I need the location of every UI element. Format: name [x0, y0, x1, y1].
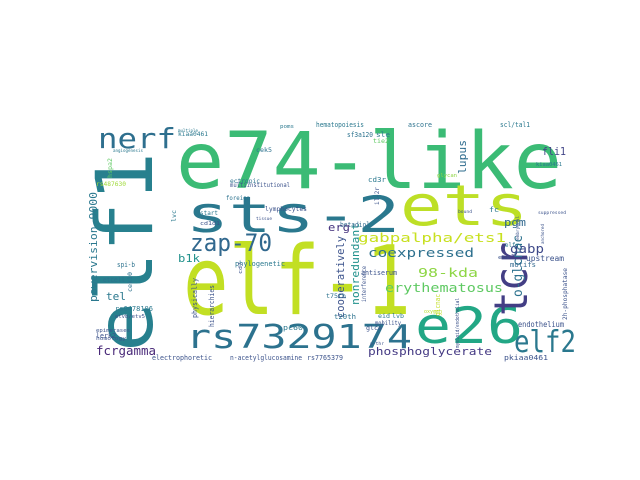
word-2h-phosphatase: 2h-phosphatase [562, 268, 569, 320]
word-tie2: tie2 [373, 138, 389, 145]
word-cd7: cd7 [238, 262, 244, 274]
word-ebs: ebs [498, 255, 510, 261]
word-coexpressed: coexpressed [368, 246, 474, 260]
word-eid: eid [378, 313, 390, 320]
word-oxygen: oxygen [424, 309, 442, 315]
word-ascore: ascore [408, 121, 432, 129]
word-gabp: gabp [510, 242, 544, 256]
word-upstream: upstream [526, 254, 564, 263]
word-glycan: glycan [437, 173, 457, 179]
word-powervision-9000: powervision-9000 [87, 192, 100, 302]
word-elfr: elfr [505, 242, 519, 249]
word-zap-70: zap-70 [190, 229, 272, 257]
word-phosphoglycerate: phosphoglycerate [368, 345, 492, 358]
word-il-2r: il-2r [374, 187, 381, 205]
word-glce: glce [366, 325, 382, 332]
word-sts-2: sts-2 [186, 186, 400, 244]
word-hematopoiesis: hematopoiesis [316, 121, 364, 129]
word-cd1d1: cd1d1 [200, 221, 220, 227]
word-embryonal: embryonal [515, 215, 520, 240]
word-poms: poms [280, 124, 294, 130]
word-hspa2: hspa2 [107, 158, 114, 178]
word-lvb: lvb [392, 313, 404, 320]
word-elf1: elf1 [81, 152, 171, 352]
word-foreign: foreign [226, 195, 250, 202]
word-phylogenetic: phylogenetic [235, 260, 285, 268]
word-sf3a120: sf3a120 [347, 131, 373, 139]
word-nerf: nerf [98, 122, 176, 155]
word-pkiaa0461: pkiaa0461 [504, 354, 548, 362]
word-cloud-canvas [80, 108, 560, 372]
word-cooperatively: cooperatively [334, 236, 347, 318]
word-tel: tel [106, 290, 126, 303]
word-bound: bound [458, 209, 473, 214]
word-rs7329174: rs7329174 [186, 317, 412, 356]
word-motifs: motifs [510, 261, 536, 269]
word-anchored: anchored [540, 223, 545, 244]
word-electrophoretic: electrophoretic [152, 354, 212, 362]
word-interference: interference [361, 266, 368, 302]
word-p-thr: p-thr [370, 341, 385, 346]
word-tcr: tcr [484, 242, 538, 316]
word-pgm: pgm [504, 216, 526, 229]
word-betadiol: betadiol [340, 221, 370, 229]
word-kiaa0461-small: kiaa0461 [536, 162, 562, 168]
word-homology: homology [96, 336, 126, 342]
word-spi-b: spi-b [117, 261, 135, 269]
word-gabpalpha-ets1: gabpalpha/ets1 [358, 231, 506, 245]
word-antiserum: antiserum [361, 269, 397, 277]
word-hierarchies: hierarchies [208, 285, 216, 327]
word-cek5: cek5 [256, 147, 272, 154]
word-lvc: lvc [171, 210, 178, 222]
word-erg: erg [328, 221, 350, 234]
word-sle: sle [376, 131, 390, 139]
word-cek10: cek10 [127, 272, 134, 292]
word-lymphocytes: lymphocytes [265, 206, 307, 213]
word-ectropic: ectropic [230, 178, 260, 185]
word-b1k: b1k [178, 252, 200, 265]
word-multiple: multiple [178, 128, 199, 133]
word-glcnac: glcnac [434, 294, 442, 316]
word-98-kda: 98-kda [418, 266, 478, 280]
word-cd3r: cd3r [368, 176, 386, 184]
word-lerk2: lerk2 [96, 332, 116, 340]
word-n-acetylglucosamine: n-acetylglucosamine [230, 354, 302, 362]
word-e26: e26 [415, 297, 523, 355]
word-epimerases: epimerases [96, 328, 130, 334]
word-start: start [200, 210, 218, 217]
word-lupus: lupus [456, 140, 469, 174]
word-mobility: mobility [375, 320, 401, 327]
word-fcrgamma: fcrgamma [96, 344, 156, 358]
word-t20th: t20th [334, 313, 356, 321]
word-kiaa0461: kiaa0461 [178, 131, 208, 138]
word-fli1: fli1 [542, 145, 566, 158]
word-erythematosus: erythematosus [385, 281, 503, 295]
word-rs7765379: rs7765379 [307, 354, 343, 362]
word-elf-1: elf-1 [183, 227, 411, 337]
word-fc: fc [489, 206, 499, 214]
word-angiogenesis: angiogenesis [113, 148, 144, 153]
word-rs487630: rs487630 [96, 181, 126, 188]
word-physically: physically [191, 278, 199, 318]
word-elf2: elf2 [514, 325, 576, 360]
word-o-glcnac: o-glcnac [511, 235, 526, 297]
word-endothelium: endothelium [518, 320, 564, 329]
word-nonredundant: nonredundant [349, 223, 362, 305]
word-pc60: pc60 [283, 324, 303, 332]
word-e74-like: e74-like [176, 117, 562, 207]
word-suppressed: suppressed [538, 210, 567, 215]
word-ets: ets [400, 174, 528, 239]
word-t75th: t75th [326, 293, 346, 300]
word-etcell: etcell [103, 276, 125, 284]
word-tissue: tissue [256, 216, 273, 221]
word-myeloid-endothelial: myeloid/endothelial [455, 298, 461, 348]
word-multiinstitutional: multiinstitutional [230, 182, 290, 189]
word-etvb-etv5: etvb/etv5 [115, 314, 145, 320]
word-scl-tal1: scl/tal1 [500, 121, 530, 129]
word-rs6478106: rs6478106 [115, 305, 153, 313]
